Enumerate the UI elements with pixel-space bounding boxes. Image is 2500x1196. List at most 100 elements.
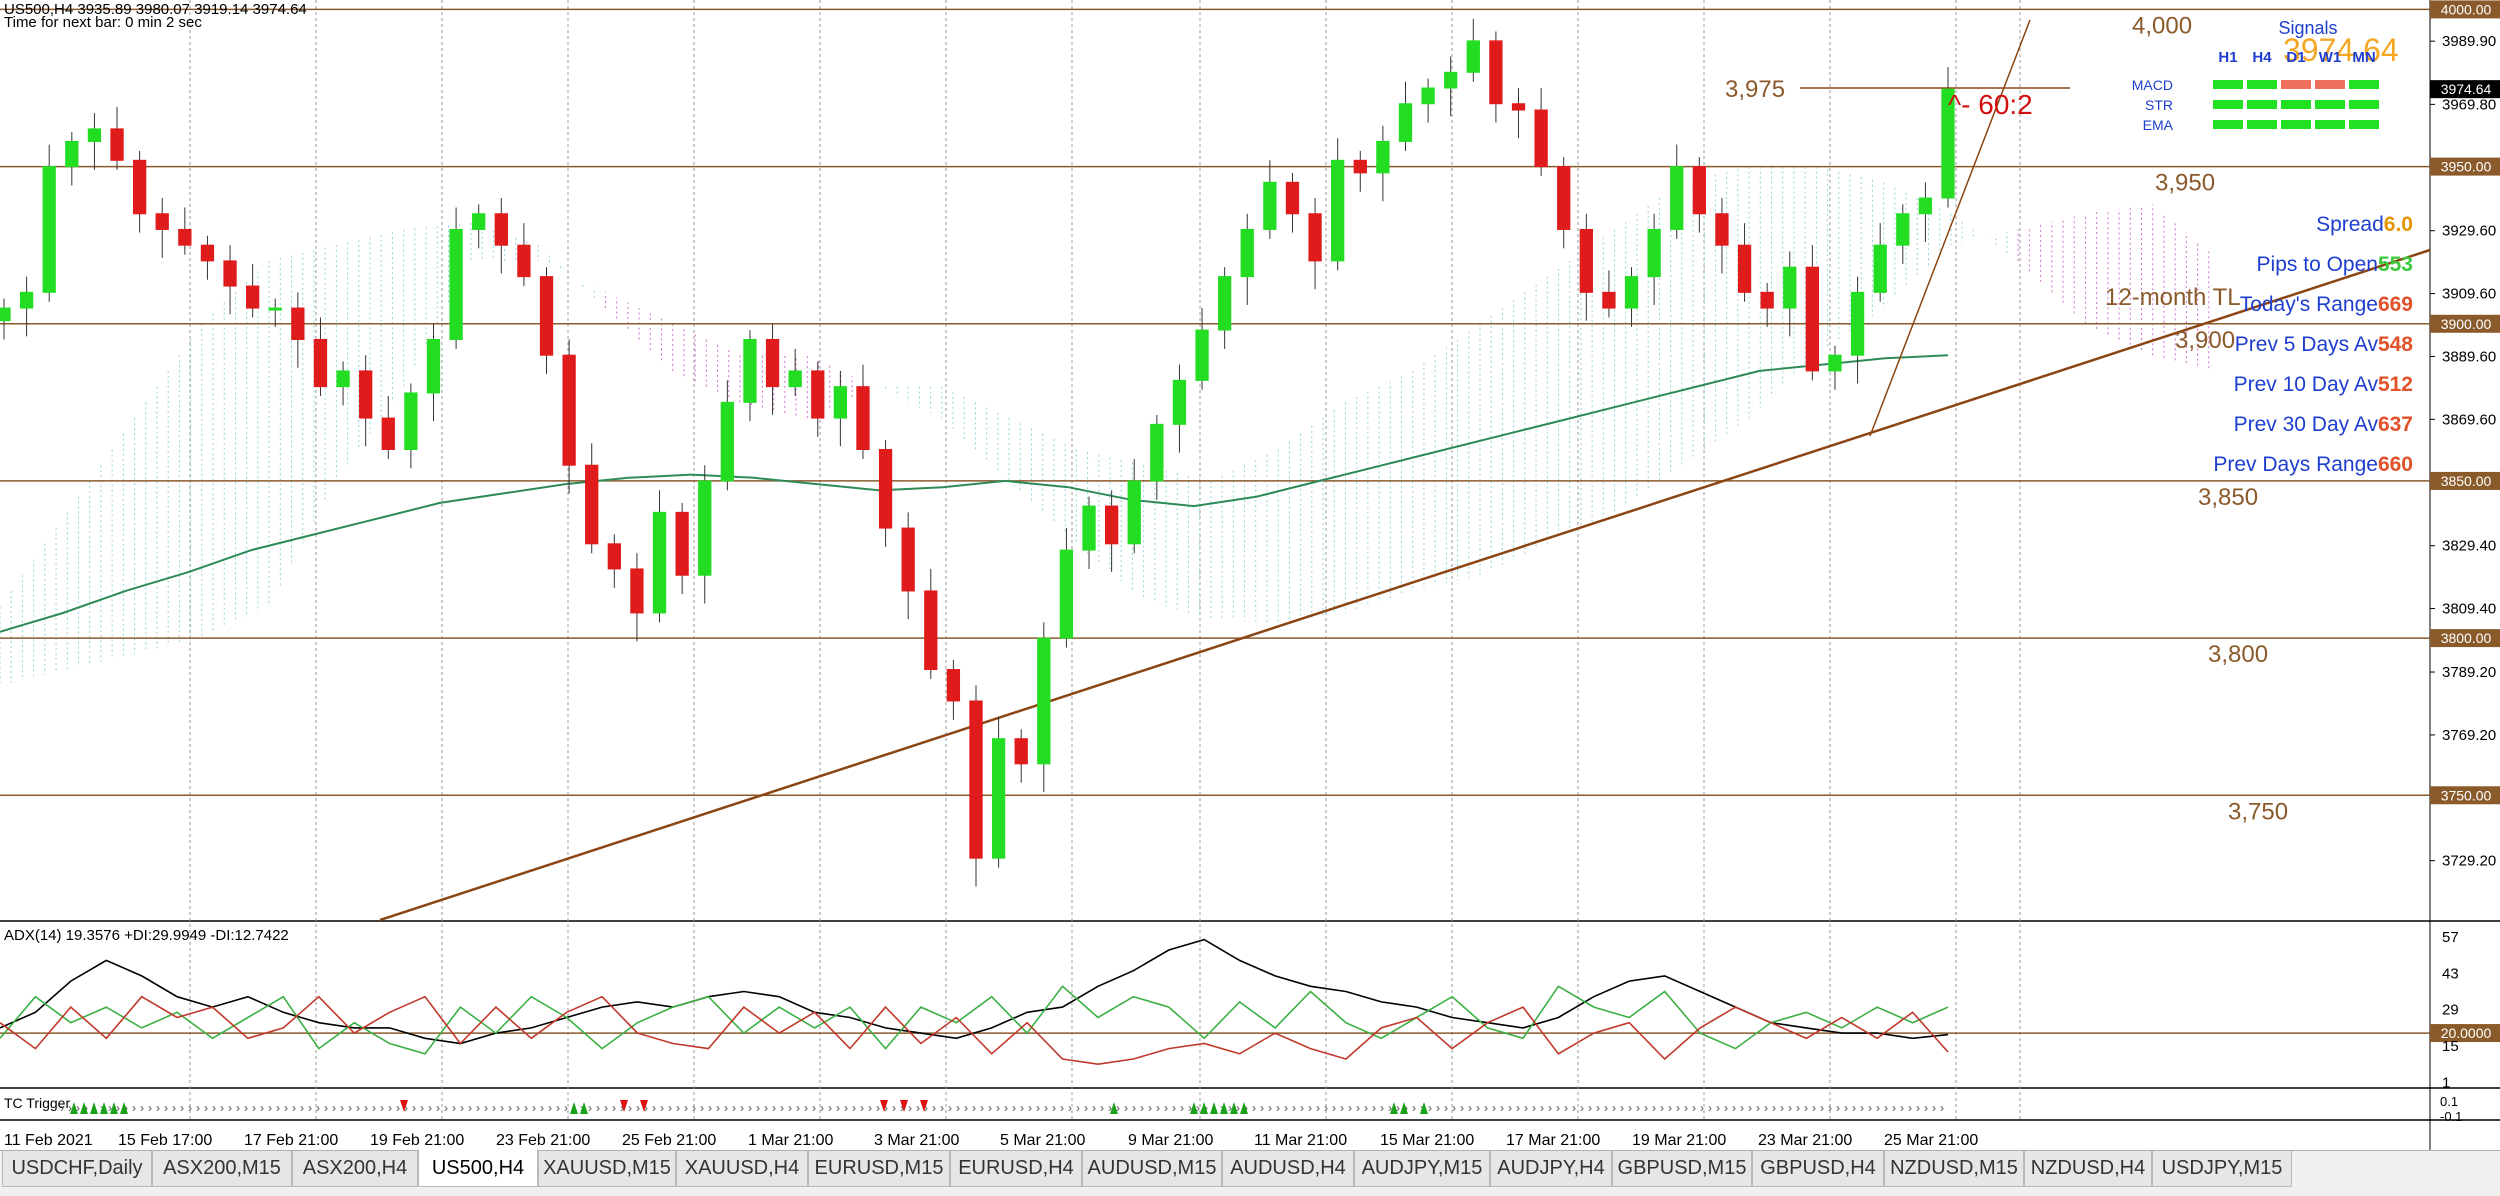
chart-tab[interactable]: XAUUSD,H4	[676, 1151, 808, 1187]
adx-series-line[interactable]	[0, 985, 1949, 1055]
chart-tab[interactable]: USDJPY,M15	[2152, 1151, 2292, 1187]
bull-candle[interactable]	[833, 386, 848, 419]
bear-candle[interactable]	[1489, 40, 1503, 105]
adx-series-line[interactable]	[0, 938, 1949, 1045]
bear-candle[interactable]	[1579, 228, 1593, 293]
bear-candle[interactable]	[539, 276, 554, 356]
chart-tab[interactable]: ASX200,H4	[292, 1151, 418, 1187]
bull-candle[interactable]	[720, 401, 734, 482]
bull-candle[interactable]	[1873, 244, 1887, 293]
bear-candle[interactable]	[1308, 213, 1322, 262]
bull-candle[interactable]	[1421, 87, 1435, 105]
bull-candle[interactable]	[1918, 197, 1933, 215]
bull-candle[interactable]	[404, 392, 418, 450]
bear-candle[interactable]	[1014, 738, 1028, 765]
bear-candle[interactable]	[223, 260, 237, 287]
bull-candle[interactable]	[1828, 354, 1842, 372]
bear-candle[interactable]	[878, 448, 893, 529]
bull-candle[interactable]	[652, 511, 667, 614]
bear-candle[interactable]	[1805, 266, 1820, 372]
bull-candle[interactable]	[1398, 103, 1413, 142]
bull-candle[interactable]	[1896, 213, 1910, 246]
bear-candle[interactable]	[946, 669, 961, 702]
bull-candle[interactable]	[1376, 140, 1390, 174]
bear-candle[interactable]	[901, 527, 915, 592]
bear-candle[interactable]	[246, 285, 260, 309]
bull-candle[interactable]	[1331, 159, 1345, 262]
bull-candle[interactable]	[449, 228, 463, 340]
bull-candle[interactable]	[1150, 423, 1164, 482]
bear-candle[interactable]	[1353, 159, 1367, 174]
bull-candle[interactable]	[1240, 228, 1254, 278]
bull-candle[interactable]	[336, 370, 350, 388]
bull-candle[interactable]	[1670, 166, 1684, 230]
bear-candle[interactable]	[562, 354, 576, 466]
chart-tab[interactable]: AUDJPY,M15	[1354, 1151, 1490, 1187]
bull-candle[interactable]	[1263, 181, 1277, 230]
bull-candle[interactable]	[42, 166, 56, 293]
bull-candle[interactable]	[1783, 266, 1797, 309]
chart-tab[interactable]: EURUSD,M15	[808, 1151, 950, 1187]
bear-candle[interactable]	[1737, 244, 1752, 293]
bear-candle[interactable]	[630, 568, 644, 614]
bull-candle[interactable]	[1172, 379, 1187, 425]
bear-candle[interactable]	[1511, 103, 1526, 111]
bull-candle[interactable]	[788, 370, 802, 388]
bear-candle[interactable]	[200, 244, 215, 262]
bear-candle[interactable]	[1602, 291, 1616, 309]
bear-candle[interactable]	[1692, 166, 1706, 215]
bear-candle[interactable]	[359, 370, 373, 419]
chart-tab[interactable]: GBPUSD,M15	[1612, 1151, 1752, 1187]
bull-candle[interactable]	[1444, 71, 1458, 89]
chart-tab[interactable]: EURUSD,H4	[950, 1151, 1082, 1187]
bull-candle[interactable]	[1850, 291, 1865, 356]
bull-candle[interactable]	[0, 307, 11, 322]
candlesticks[interactable]	[0, 18, 1955, 887]
bear-candle[interactable]	[132, 159, 147, 215]
chart-tab[interactable]: NZDUSD,M15	[1884, 1151, 2024, 1187]
bear-candle[interactable]	[924, 590, 938, 671]
bear-candle[interactable]	[969, 700, 983, 859]
bull-candle[interactable]	[472, 213, 486, 230]
bull-candle[interactable]	[1082, 505, 1096, 551]
chart-tab[interactable]: GBPUSD,H4	[1752, 1151, 1884, 1187]
bull-candle[interactable]	[1127, 480, 1141, 545]
bear-candle[interactable]	[313, 338, 328, 388]
bull-candle[interactable]	[991, 738, 1006, 859]
bull-candle[interactable]	[1037, 637, 1051, 765]
bear-candle[interactable]	[1534, 109, 1548, 168]
chart-tab[interactable]: US500,H4	[418, 1149, 538, 1187]
chart-tab[interactable]: XAUUSD,M15	[538, 1151, 676, 1187]
bear-candle[interactable]	[1760, 291, 1774, 309]
chart-tab[interactable]: AUDUSD,M15	[1082, 1151, 1222, 1187]
bear-candle[interactable]	[1557, 166, 1571, 230]
adx-series-line[interactable]	[0, 995, 1949, 1066]
bull-candle[interactable]	[1466, 40, 1480, 73]
bear-candle[interactable]	[811, 370, 825, 419]
chart-tab[interactable]: USDCHF,Daily	[2, 1151, 152, 1187]
bull-candle[interactable]	[65, 140, 79, 168]
bull-candle[interactable]	[1941, 88, 1955, 199]
bear-candle[interactable]	[1285, 181, 1300, 215]
bear-candle[interactable]	[381, 417, 395, 450]
bear-candle[interactable]	[178, 228, 192, 246]
bull-candle[interactable]	[268, 307, 282, 311]
bear-candle[interactable]	[675, 511, 689, 576]
bull-candle[interactable]	[1195, 329, 1209, 381]
chart-tab[interactable]: AUDJPY,H4	[1490, 1151, 1612, 1187]
bear-candle[interactable]	[607, 543, 621, 570]
bear-candle[interactable]	[494, 213, 508, 246]
bull-candle[interactable]	[1647, 228, 1661, 278]
bull-candle[interactable]	[1624, 276, 1639, 309]
bull-candle[interactable]	[426, 338, 441, 394]
bear-candle[interactable]	[585, 464, 599, 545]
bull-candle[interactable]	[1218, 276, 1232, 331]
bear-candle[interactable]	[1715, 213, 1729, 246]
bear-candle[interactable]	[856, 386, 870, 450]
adx-indicator-panel[interactable]: 20.0000 57 43 29 15 1	[0, 929, 2500, 1091]
chart-tab[interactable]: AUDUSD,H4	[1222, 1151, 1354, 1187]
bear-candle[interactable]	[110, 128, 124, 161]
bear-candle[interactable]	[155, 213, 169, 230]
bull-candle[interactable]	[698, 480, 712, 576]
